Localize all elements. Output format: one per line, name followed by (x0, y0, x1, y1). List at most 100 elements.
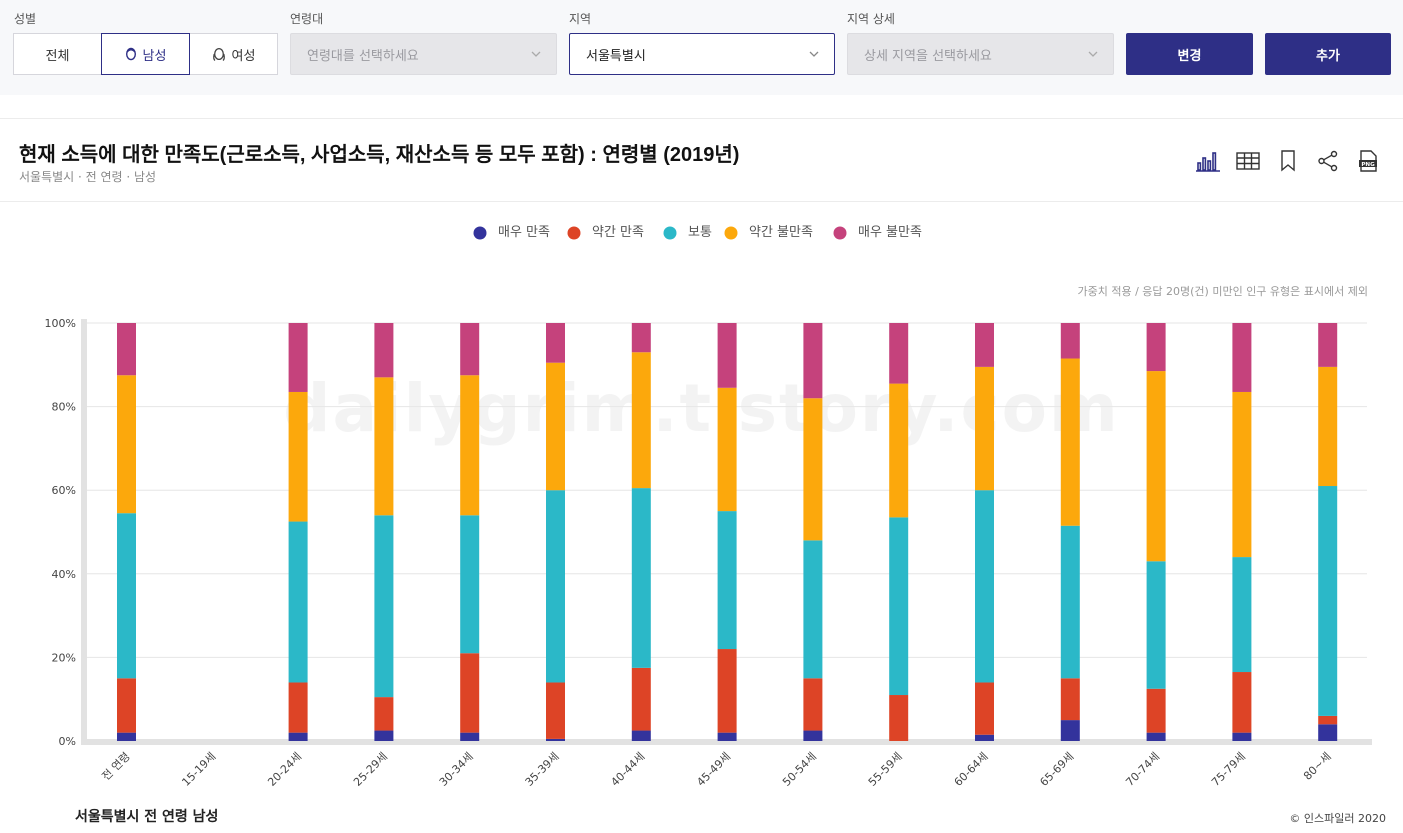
bar-segment[interactable] (889, 695, 909, 741)
bar-segment[interactable] (288, 323, 308, 392)
divider (0, 118, 1403, 119)
bar-segment[interactable] (460, 375, 480, 516)
x-tick-label: 25-29세 (351, 750, 390, 789)
bar-segment[interactable] (889, 383, 909, 518)
bar-segment[interactable] (1060, 323, 1080, 359)
legend-label[interactable]: 약간 만족 (592, 225, 644, 240)
bar-segment[interactable] (889, 517, 909, 696)
gender-option-all[interactable]: 전체 (13, 33, 102, 75)
bar-segment[interactable] (631, 488, 651, 668)
bar-segment[interactable] (975, 734, 994, 741)
divider (0, 201, 1403, 202)
bar-segment[interactable] (1060, 720, 1080, 741)
bar-segment[interactable] (374, 323, 394, 378)
bar-segment[interactable] (1232, 732, 1252, 741)
bar-segment[interactable] (117, 678, 136, 733)
bar-segment[interactable] (717, 649, 737, 733)
age-select[interactable]: 연령대를 선택하세요 (290, 33, 557, 75)
bar-segment[interactable] (975, 323, 994, 367)
bar-segment[interactable] (1232, 323, 1252, 392)
bar-segment[interactable] (717, 323, 737, 388)
change-button[interactable]: 변경 (1126, 33, 1253, 75)
bar-segment[interactable] (803, 730, 823, 741)
bar-segment[interactable] (546, 490, 565, 683)
bar-segment[interactable] (803, 323, 823, 399)
x-tick-label: 80~세 (1301, 750, 1334, 783)
bar-segment[interactable] (374, 515, 394, 698)
bar-segment[interactable] (1318, 715, 1338, 725)
chart-subtitle: 서울특별시 · 전 연령 · 남성 (19, 170, 157, 184)
bar-segment[interactable] (803, 540, 823, 679)
gender-segmented-control: 전체 남성 여성 (13, 33, 278, 75)
bar-segment[interactable] (288, 521, 308, 683)
bar-segment[interactable] (374, 730, 394, 741)
bar-segment[interactable] (460, 323, 480, 376)
legend-swatch (663, 226, 677, 240)
bar-segment[interactable] (975, 490, 994, 683)
bar-segment[interactable] (288, 682, 308, 733)
chart-legend: 매우 만족 약간 만족 보통 약간 불만족 매우 불만족 (473, 225, 922, 240)
gender-option-female[interactable]: 여성 (189, 33, 278, 75)
bar-segment[interactable] (1318, 366, 1338, 487)
bar-segment[interactable] (546, 323, 565, 363)
bar-segment[interactable] (717, 387, 737, 512)
bookmark-icon[interactable] (1275, 148, 1301, 174)
svg-text:PNG: PNG (1361, 162, 1375, 168)
legend-label[interactable]: 매우 만족 (498, 225, 550, 240)
bar-segment[interactable] (889, 323, 909, 384)
bar-segment[interactable] (717, 732, 737, 741)
bar-segment[interactable] (1318, 724, 1338, 741)
bar-segment[interactable] (546, 682, 565, 739)
region-detail-select[interactable]: 상세 지역을 선택하세요 (847, 33, 1114, 75)
bar-segment[interactable] (374, 697, 394, 731)
bar-segment[interactable] (1232, 672, 1252, 733)
bar-segment[interactable] (1146, 561, 1166, 689)
bar-segment[interactable] (117, 323, 136, 376)
bar-segment[interactable] (1146, 371, 1166, 562)
bar-segment[interactable] (631, 323, 651, 353)
bar-segment[interactable] (631, 667, 651, 731)
gender-option-male-label: 남성 (142, 48, 167, 64)
png-download-icon[interactable]: PNG (1355, 148, 1381, 174)
chevron-down-icon (530, 48, 542, 64)
bar-segment[interactable] (631, 730, 651, 741)
bar-segment[interactable] (1060, 678, 1080, 721)
bar-segment[interactable] (117, 375, 136, 514)
add-button[interactable]: 추가 (1265, 33, 1391, 75)
bar-segment[interactable] (460, 732, 480, 741)
bar-segment[interactable] (1060, 525, 1080, 679)
bar-segment[interactable] (1146, 732, 1166, 741)
bar-segment[interactable] (1232, 557, 1252, 673)
bar-segment[interactable] (975, 682, 994, 735)
bar-segment[interactable] (546, 738, 565, 741)
legend-label[interactable]: 매우 불만족 (858, 225, 922, 240)
bar-segment[interactable] (1232, 391, 1252, 558)
bar-segment[interactable] (546, 362, 565, 491)
bar-segment[interactable] (117, 513, 136, 679)
bar-segment[interactable] (288, 732, 308, 741)
bar-segment[interactable] (631, 352, 651, 489)
bar-segment[interactable] (803, 398, 823, 541)
bar-segment[interactable] (374, 377, 394, 516)
x-tick-label: 75-79세 (1209, 750, 1248, 789)
bar-segment[interactable] (1318, 486, 1338, 716)
bar-segment[interactable] (460, 653, 480, 733)
table-icon[interactable] (1235, 148, 1261, 174)
gender-option-all-label: 전체 (45, 48, 70, 64)
bar-segment[interactable] (803, 678, 823, 731)
share-icon[interactable] (1315, 148, 1341, 174)
bar-segment[interactable] (1146, 688, 1166, 733)
bar-segment[interactable] (1060, 358, 1080, 526)
bar-segment[interactable] (288, 391, 308, 522)
legend-label[interactable]: 약간 불만족 (749, 225, 813, 240)
bar-chart-icon[interactable] (1195, 148, 1221, 174)
bar-segment[interactable] (717, 511, 737, 650)
bar-segment[interactable] (1318, 323, 1338, 367)
region-select[interactable]: 서울특별시 (569, 33, 835, 75)
bar-segment[interactable] (975, 366, 994, 491)
bar-segment[interactable] (117, 732, 136, 741)
bar-segment[interactable] (460, 515, 480, 654)
gender-option-male[interactable]: 남성 (101, 33, 190, 75)
legend-label[interactable]: 보통 (688, 225, 712, 240)
bar-segment[interactable] (1146, 323, 1166, 372)
